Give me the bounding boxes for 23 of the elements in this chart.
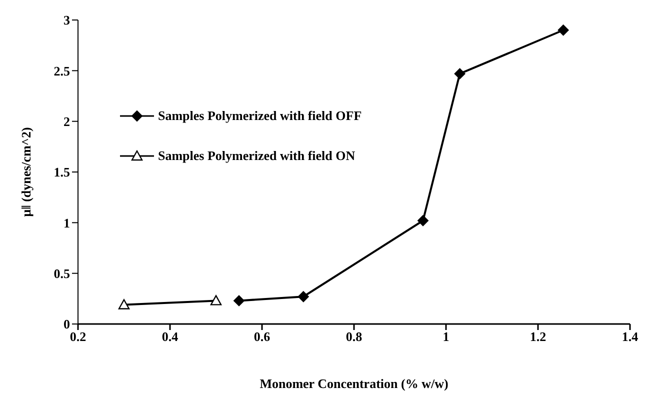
y-tick-label: 1.5 [54, 164, 70, 180]
y-tick-label: 1 [64, 215, 70, 230]
x-tick-label: 0.6 [254, 329, 271, 344]
y-tick-label: 0.5 [54, 266, 70, 281]
point [558, 24, 569, 36]
x-axis-title: Monomer Concentration (% w/w) [260, 376, 448, 391]
y-tick-label: 2 [64, 114, 70, 129]
y-axis-title: μ‖ (dynes/cm^2) [18, 127, 34, 217]
legend-label: Samples Polymerized with field OFF [158, 108, 362, 124]
x-tick-label: 1.2 [530, 329, 546, 344]
y-tick-label: 2.5 [54, 63, 70, 78]
point [454, 68, 466, 80]
x-tick-label: 0.4 [162, 329, 179, 344]
legend-label: Samples Polymerized with field ON [158, 148, 356, 164]
point [234, 295, 244, 306]
point [298, 291, 309, 302]
point [418, 215, 428, 226]
x-tick-label: 0.8 [346, 329, 363, 344]
y-tick-label: 3 [64, 12, 70, 28]
x-tick-label: 1 [442, 329, 450, 344]
y-tick-label: 0 [64, 316, 70, 332]
x-tick-label: 1.4 [622, 329, 639, 344]
x-tick-label: 0.2 [70, 329, 86, 344]
